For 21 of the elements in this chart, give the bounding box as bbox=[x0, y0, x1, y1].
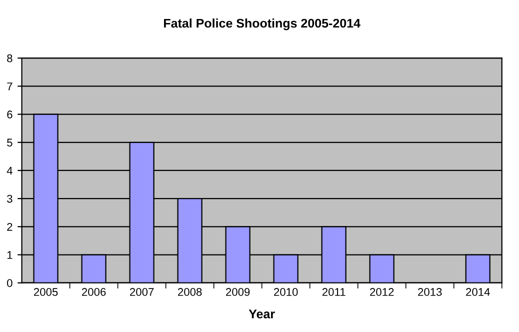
x-tick-label: 2009 bbox=[226, 288, 250, 296]
x-tick-label: 2011 bbox=[322, 288, 346, 296]
x-tick-label: 2008 bbox=[178, 288, 202, 296]
y-tick-label: 7 bbox=[7, 82, 12, 90]
x-tick-label: 2014 bbox=[466, 288, 490, 296]
chart-title: Fatal Police Shootings 2005-2014 bbox=[164, 18, 360, 30]
y-tick-label: 0 bbox=[7, 279, 12, 287]
x-tick-label: 2006 bbox=[82, 288, 106, 296]
x-tick-label: 2007 bbox=[130, 288, 154, 296]
x-tick-label: 2013 bbox=[418, 288, 442, 296]
y-tick-label: 3 bbox=[7, 194, 12, 203]
x-tick-label: 2010 bbox=[274, 288, 298, 296]
x-axis-title: Year bbox=[248, 310, 275, 318]
x-tick-label: 2005 bbox=[34, 288, 58, 296]
y-tick-label: 8 bbox=[7, 54, 12, 62]
y-tick-label: 1 bbox=[7, 251, 12, 259]
y-tick-label: 5 bbox=[7, 138, 12, 147]
y-tick-label: 6 bbox=[7, 110, 12, 118]
y-tick-label: 2 bbox=[7, 222, 12, 231]
x-tick-label: 2012 bbox=[370, 288, 394, 296]
y-tick-label: 4 bbox=[6, 166, 12, 175]
